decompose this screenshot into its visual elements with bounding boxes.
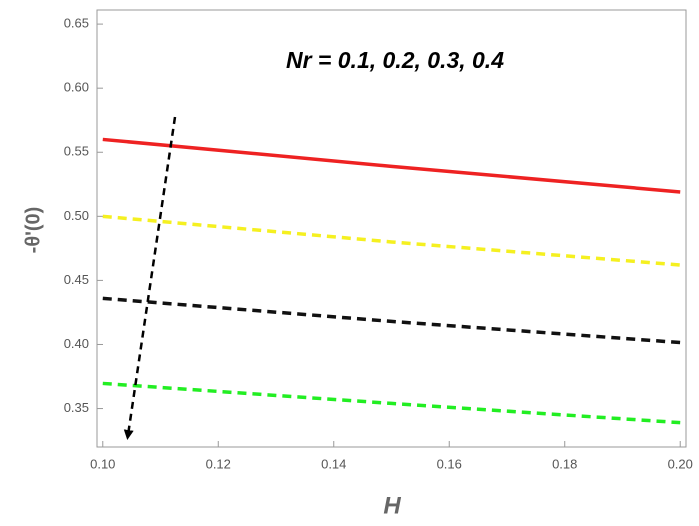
series-line — [102, 137, 681, 194]
series-line — [102, 381, 681, 425]
y-tick-label: 0.55 — [64, 144, 89, 159]
y-tick-label: 0.40 — [64, 336, 89, 351]
x-tick-label: 0.20 — [668, 456, 693, 471]
x-tick-label: 0.12 — [206, 456, 231, 471]
y-tick-label: 0.35 — [64, 400, 89, 415]
x-tick-label: 0.18 — [552, 456, 577, 471]
annotation: Nr = 0.1, 0.2, 0.3, 0.4 — [286, 47, 504, 73]
series-line — [102, 296, 681, 345]
y-tick-label: 0.60 — [64, 80, 89, 95]
y-tick-label: 0.50 — [64, 208, 89, 223]
plot-frame — [96, 9, 687, 448]
x-axis-label: H — [383, 492, 401, 519]
y-tick-label: 0.45 — [64, 272, 89, 287]
x-tick-label: 0.10 — [90, 456, 115, 471]
trend-arrow — [123, 116, 177, 440]
series-line — [102, 214, 681, 267]
y-tick-label: 0.65 — [64, 16, 89, 31]
y-axis-label: -θ'(0) — [22, 207, 44, 254]
x-tick-label: 0.16 — [437, 456, 462, 471]
x-tick-label: 0.14 — [321, 456, 346, 471]
